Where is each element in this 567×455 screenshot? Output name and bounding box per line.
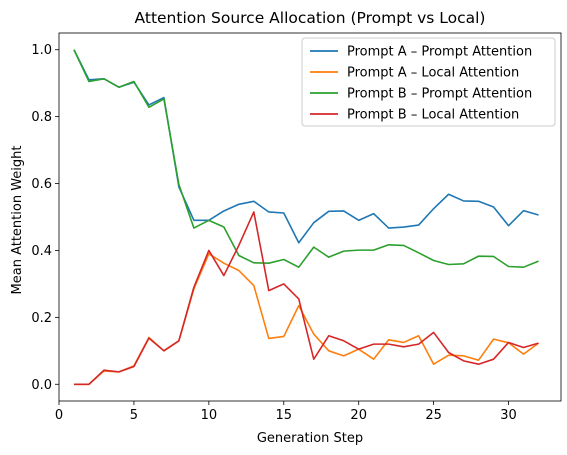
- plot-frame: [58, 32, 562, 402]
- x-tick-label: 30: [500, 408, 517, 423]
- y-axis-title: Mean Attention Weight: [10, 146, 25, 295]
- y-axis: 0.0 0.2 0.4 0.6 0.8 1.0: [31, 43, 59, 393]
- plot-lines: [73, 49, 539, 386]
- x-tick-label: 20: [350, 408, 367, 423]
- x-tick-label: 15: [276, 408, 293, 423]
- x-tick-label: 25: [425, 408, 442, 423]
- legend-box: [301, 37, 556, 127]
- x-tick-label: 0: [55, 408, 63, 423]
- x-axis-title: Generation Step: [257, 431, 363, 446]
- legend-entry: Prompt A – Prompt Attention: [347, 45, 532, 60]
- y-tick-label: 0.0: [31, 378, 52, 393]
- legend: Prompt A – Prompt Attention Prompt A – Lo…: [301, 37, 556, 127]
- legend-entry: Prompt B – Prompt Attention: [347, 87, 532, 102]
- legend-entry: Prompt B – Local Attention: [347, 108, 519, 123]
- y-tick-label: 0.8: [31, 110, 52, 125]
- y-tick-label: 0.4: [31, 244, 52, 259]
- x-tick-label: 5: [130, 408, 138, 423]
- series-line-1: [73, 49, 539, 244]
- x-axis: 0 5 10 15 20 25 30: [55, 401, 517, 423]
- y-tick-label: 1.0: [31, 43, 52, 58]
- chart-title: Attention Source Allocation (Prompt vs L…: [135, 9, 486, 27]
- series-line-4: [73, 211, 539, 386]
- legend-entry: Prompt A – Local Attention: [347, 66, 519, 81]
- series-line-3: [73, 49, 539, 268]
- series-line-2: [73, 253, 539, 386]
- x-tick-label: 10: [201, 408, 218, 423]
- y-tick-label: 0.6: [31, 177, 52, 192]
- y-tick-label: 0.2: [31, 311, 52, 326]
